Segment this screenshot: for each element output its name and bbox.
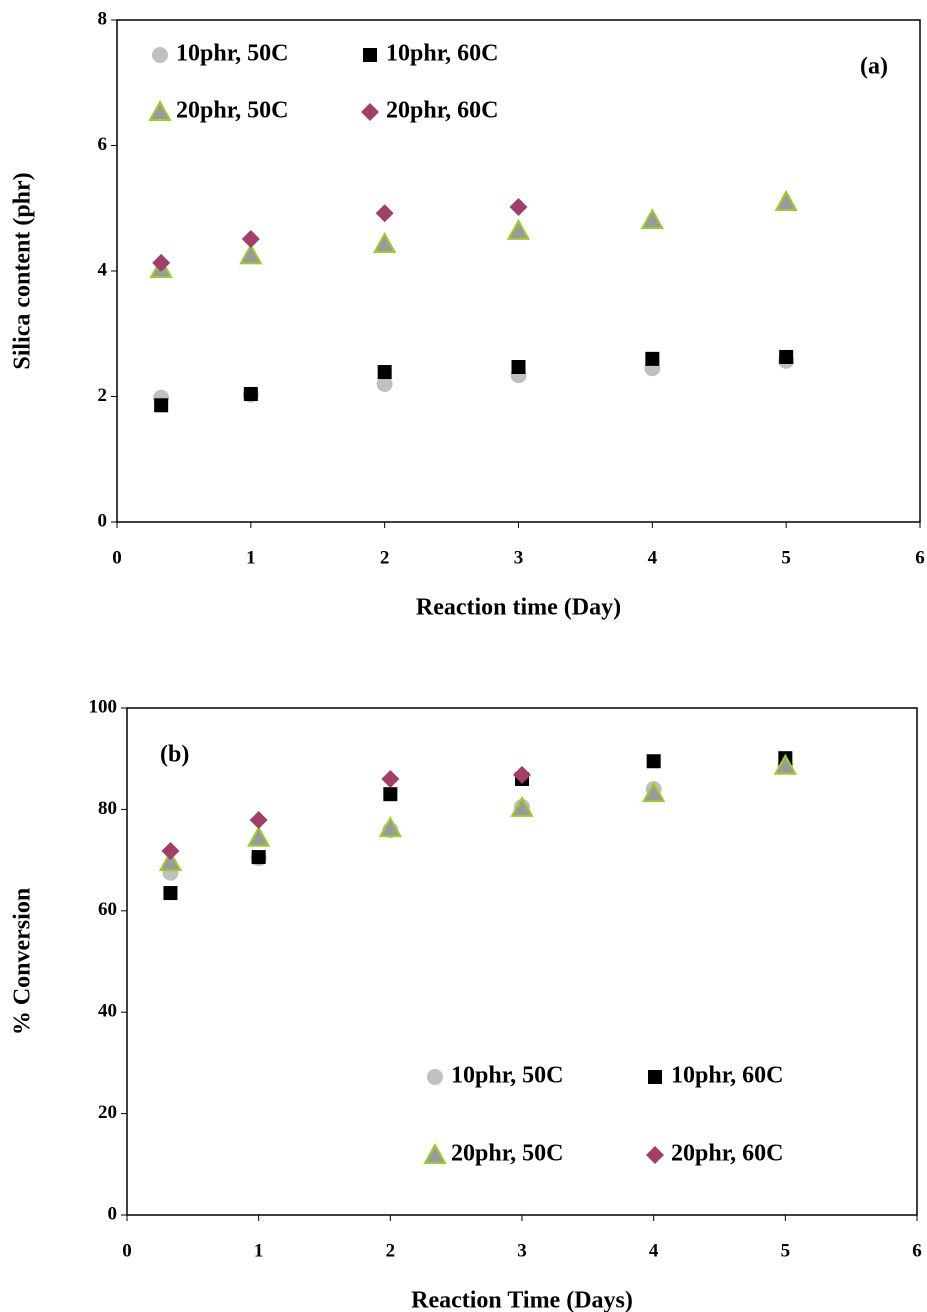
x-tick-label: 3 <box>514 547 524 568</box>
data-point <box>510 795 534 817</box>
x-tick-label: 6 <box>915 547 925 568</box>
data-point <box>243 386 258 401</box>
annotation: (b) <box>160 742 189 768</box>
x-tick-label: 5 <box>781 1240 791 1261</box>
x-tick-label: 3 <box>517 1240 527 1261</box>
data-point <box>383 787 398 802</box>
legend-marker <box>427 1069 443 1085</box>
y-axis-title: Silica content (phr) <box>10 172 36 369</box>
plot-frame <box>116 19 921 523</box>
x-tick-label: 5 <box>781 547 791 568</box>
data-point <box>646 754 661 769</box>
data-point <box>773 753 798 775</box>
x-tick-label: 0 <box>122 1240 132 1261</box>
legend-marker <box>423 1142 447 1164</box>
y-tick-label: 80 <box>98 798 117 819</box>
data-point <box>377 365 392 380</box>
legend-marker <box>361 103 379 121</box>
y-tick-label: 6 <box>98 134 108 155</box>
data-point <box>513 765 531 784</box>
data-point <box>640 208 665 230</box>
legend-label: 20phr, 50C <box>451 1141 563 1167</box>
x-tick-label: 0 <box>112 547 122 568</box>
legend-label: 10phr, 50C <box>176 41 288 67</box>
data-point <box>158 850 183 872</box>
data-point <box>511 360 526 375</box>
x-tick-label: 1 <box>254 1240 264 1261</box>
legend-marker <box>648 1070 662 1084</box>
data-point <box>154 398 169 413</box>
legend-label: 20phr, 50C <box>176 98 288 124</box>
data-point <box>249 811 268 830</box>
data-point <box>645 351 660 366</box>
data-point <box>372 231 397 254</box>
data-point <box>163 886 178 901</box>
data-point <box>241 229 260 248</box>
data-point <box>779 349 794 364</box>
y-tick-label: 40 <box>98 1001 117 1022</box>
legend-label: 20phr, 60C <box>671 1141 783 1167</box>
y-axis-title: % Conversion <box>10 888 36 1035</box>
y-tick-label: 0 <box>108 1203 118 1224</box>
data-point <box>509 197 528 216</box>
y-tick-label: 20 <box>98 1102 117 1123</box>
data-point <box>378 816 403 838</box>
x-axis-title: Reaction Time (Days) <box>411 1288 633 1312</box>
x-tick-label: 4 <box>648 547 658 568</box>
y-tick-label: 0 <box>98 510 108 531</box>
data-point <box>506 218 531 240</box>
x-tick-label: 4 <box>649 1240 659 1261</box>
y-tick-label: 60 <box>98 899 117 920</box>
data-point <box>239 243 263 265</box>
data-point <box>381 769 400 788</box>
legend-label: 10phr, 50C <box>451 1063 563 1089</box>
data-point <box>376 375 393 392</box>
data-point <box>774 189 798 211</box>
y-tick-label: 8 <box>98 8 108 29</box>
data-point <box>152 253 171 272</box>
legend-label: 20phr, 60C <box>386 98 498 124</box>
legend-marker <box>152 47 168 63</box>
x-tick-label: 2 <box>380 547 390 568</box>
legend-marker <box>148 99 172 121</box>
x-tick-label: 2 <box>386 1240 396 1261</box>
annotation: (a) <box>860 54 888 80</box>
y-tick-label: 2 <box>98 385 108 406</box>
data-point <box>251 850 266 865</box>
data-point <box>641 781 666 803</box>
data-point <box>246 825 271 847</box>
legend-marker <box>646 1146 664 1164</box>
x-tick-label: 1 <box>246 547 256 568</box>
legend-label: 10phr, 60C <box>386 41 498 67</box>
legend-marker <box>363 48 377 62</box>
data-point <box>161 841 180 860</box>
data-point <box>375 204 394 223</box>
y-tick-label: 100 <box>89 696 118 717</box>
y-tick-label: 4 <box>98 259 108 280</box>
x-axis-title: Reaction time (Day) <box>416 595 621 621</box>
legend-label: 10phr, 60C <box>671 1063 783 1089</box>
x-tick-label: 6 <box>912 1240 922 1261</box>
